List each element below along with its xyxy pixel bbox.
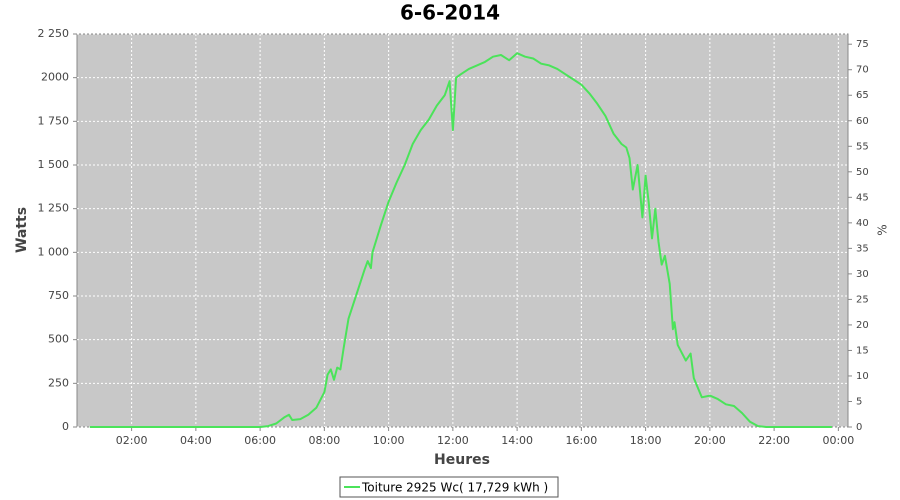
y-tick-label: 1 000 (38, 245, 70, 258)
y-tick-label: 500 (48, 333, 69, 346)
y2-tick-label: 0 (856, 422, 862, 433)
x-axis-label: Heures (434, 452, 490, 468)
x-tick-label: 20:00 (694, 434, 726, 447)
legend-box (339, 476, 559, 498)
x-tick-label: 04:00 (180, 434, 212, 447)
y2-tick-label: 15 (856, 345, 869, 356)
y2-tick-label: 40 (856, 218, 869, 229)
y-tick-label: 0 (62, 420, 69, 433)
y2-tick-label: 10 (856, 371, 869, 382)
y-axis-label: Watts (14, 207, 30, 253)
y-tick-label: 2000 (41, 71, 69, 84)
x-tick-label: 14:00 (501, 434, 533, 447)
x-tick-label: 08:00 (309, 434, 341, 447)
y2-tick-label: 30 (856, 269, 869, 280)
y2-tick-label: 75 (856, 39, 869, 50)
data-line (89, 52, 832, 428)
y2-tick-label: 60 (856, 116, 869, 127)
x-tick-label: 16:00 (566, 434, 598, 447)
y2-tick-label: 70 (856, 65, 869, 76)
y-tick-label: 1 500 (38, 158, 70, 171)
y2-tick-label: 65 (856, 90, 869, 101)
chart-title: 6-6-2014 (400, 1, 500, 25)
x-tick-label: 10:00 (373, 434, 405, 447)
y2-tick-label: 5 (856, 396, 862, 407)
y-tick-label: 2 250 (38, 27, 70, 40)
plot-area (76, 33, 849, 428)
y2-tick-label: 35 (856, 243, 869, 254)
legend-text: Toiture 2925 Wc( 17,729 kWh ) (361, 481, 548, 495)
x-tick-label: 02:00 (116, 434, 148, 447)
x-tick-label: 12:00 (437, 434, 469, 447)
x-tick-label: 18:00 (630, 434, 662, 447)
y-tick-label: 250 (48, 376, 69, 389)
y-tick-label: 750 (48, 289, 69, 302)
y-tick-label: 1 750 (38, 114, 70, 127)
x-tick-label: 00:00 (823, 434, 855, 447)
y-tick-label: 1 250 (38, 202, 70, 215)
y2-tick-label: 50 (856, 167, 869, 178)
y2-tick-label: 55 (856, 141, 869, 152)
x-tick-label: 06:00 (244, 434, 276, 447)
x-tick-label: 22:00 (758, 434, 790, 447)
y2-tick-label: 20 (856, 320, 869, 331)
y2-tick-label: 25 (856, 294, 869, 305)
y2-tick-label: 45 (856, 192, 869, 203)
y2-axis-label: % (876, 224, 890, 235)
